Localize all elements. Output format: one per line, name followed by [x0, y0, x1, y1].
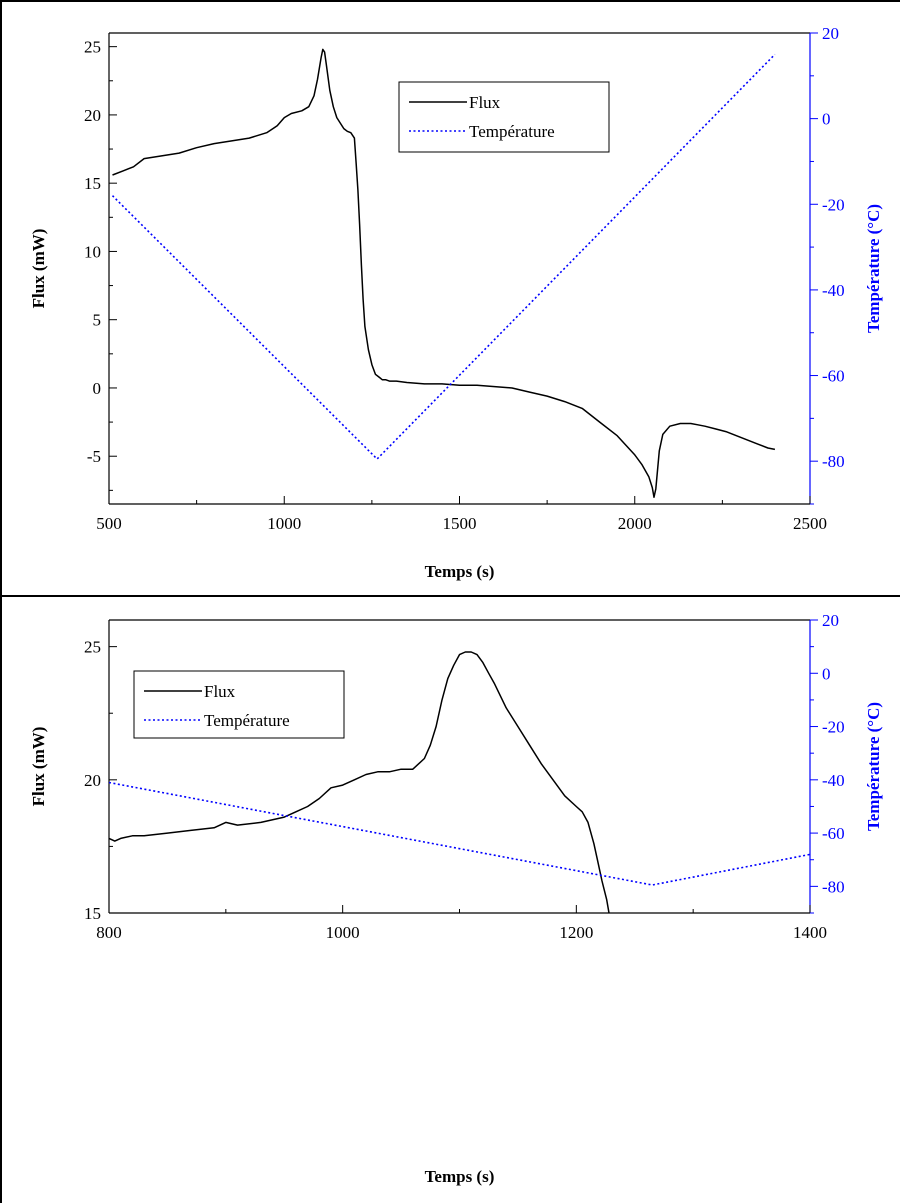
y-tick-label: 10 [84, 242, 101, 261]
chart-panel-bottom: 800 1000 1200 1400 15 20 25 -80 -60 -40 -20 0 20 Temp… [0, 597, 900, 1203]
x-tick-label: 800 [96, 923, 122, 942]
flux-series-line [112, 48, 776, 498]
x-tick-label: 2500 [793, 514, 827, 533]
y2-tick-label: -80 [822, 877, 845, 896]
legend-label: Flux [204, 682, 236, 701]
x-tick-label: 1500 [443, 514, 477, 533]
temperature-series-line [111, 53, 776, 460]
y-tick-label: 15 [84, 174, 101, 193]
x-tick-label: 1000 [267, 514, 301, 533]
x-tick-label: 1200 [559, 923, 593, 942]
legend-box [133, 670, 345, 739]
y2-tick-label: 0 [822, 664, 831, 683]
y-tick-label: 0 [93, 379, 102, 398]
temperature-series-line [108, 781, 811, 886]
y-axis-title: Flux (mW) [29, 229, 48, 309]
y2-tick-label: -60 [822, 824, 845, 843]
y-tick-label: 25 [84, 38, 101, 57]
legend-box [398, 81, 610, 153]
y2-tick-label: 0 [822, 110, 831, 129]
y-tick-label: 20 [84, 771, 101, 790]
y2-tick-label: 20 [822, 611, 839, 630]
y-axis-title: Flux (mW) [29, 727, 48, 807]
flux-series-line [108, 651, 610, 914]
y-tick-label: 25 [84, 638, 101, 657]
x-axis-title: Temps (s) [425, 1167, 495, 1186]
x-axis-title: Temps (s) [425, 562, 495, 581]
legend-label: Flux [469, 93, 501, 112]
chart-bottom-svg: 800 1000 1200 1400 15 20 25 -80 -60 -40 -20 0 20 Temp… [29, 611, 883, 1186]
x-tick-label: 1000 [326, 923, 360, 942]
y2-tick-label: 20 [822, 24, 839, 43]
x-tick-label: 1400 [793, 923, 827, 942]
y2-tick-label: -40 [822, 771, 845, 790]
y-tick-label: 5 [93, 311, 102, 330]
chart-panel-top: 500 1000 1500 2000 2500 -5 0 5 10 15 20 25 -80 -60 -40… [0, 0, 900, 597]
y2-tick-label: -20 [822, 718, 845, 737]
x-tick-label: 2000 [618, 514, 652, 533]
y2-tick-label: -60 [822, 367, 845, 386]
y-tick-label: -5 [87, 447, 101, 466]
legend-label: Température [469, 122, 555, 141]
y2-axis-title: Température (°C) [864, 204, 883, 333]
y2-tick-label: -40 [822, 281, 845, 300]
y-tick-label: 20 [84, 106, 101, 125]
legend-label: Température [204, 711, 290, 730]
y-tick-label: 15 [84, 904, 101, 923]
y2-axis-title: Température (°C) [864, 702, 883, 831]
chart-top-svg: 500 1000 1500 2000 2500 -5 0 5 10 15 20 25 -80 -60 -40… [29, 24, 883, 581]
x-tick-label: 500 [96, 514, 122, 533]
y2-tick-label: -80 [822, 452, 845, 471]
y2-tick-label: -20 [822, 195, 845, 214]
